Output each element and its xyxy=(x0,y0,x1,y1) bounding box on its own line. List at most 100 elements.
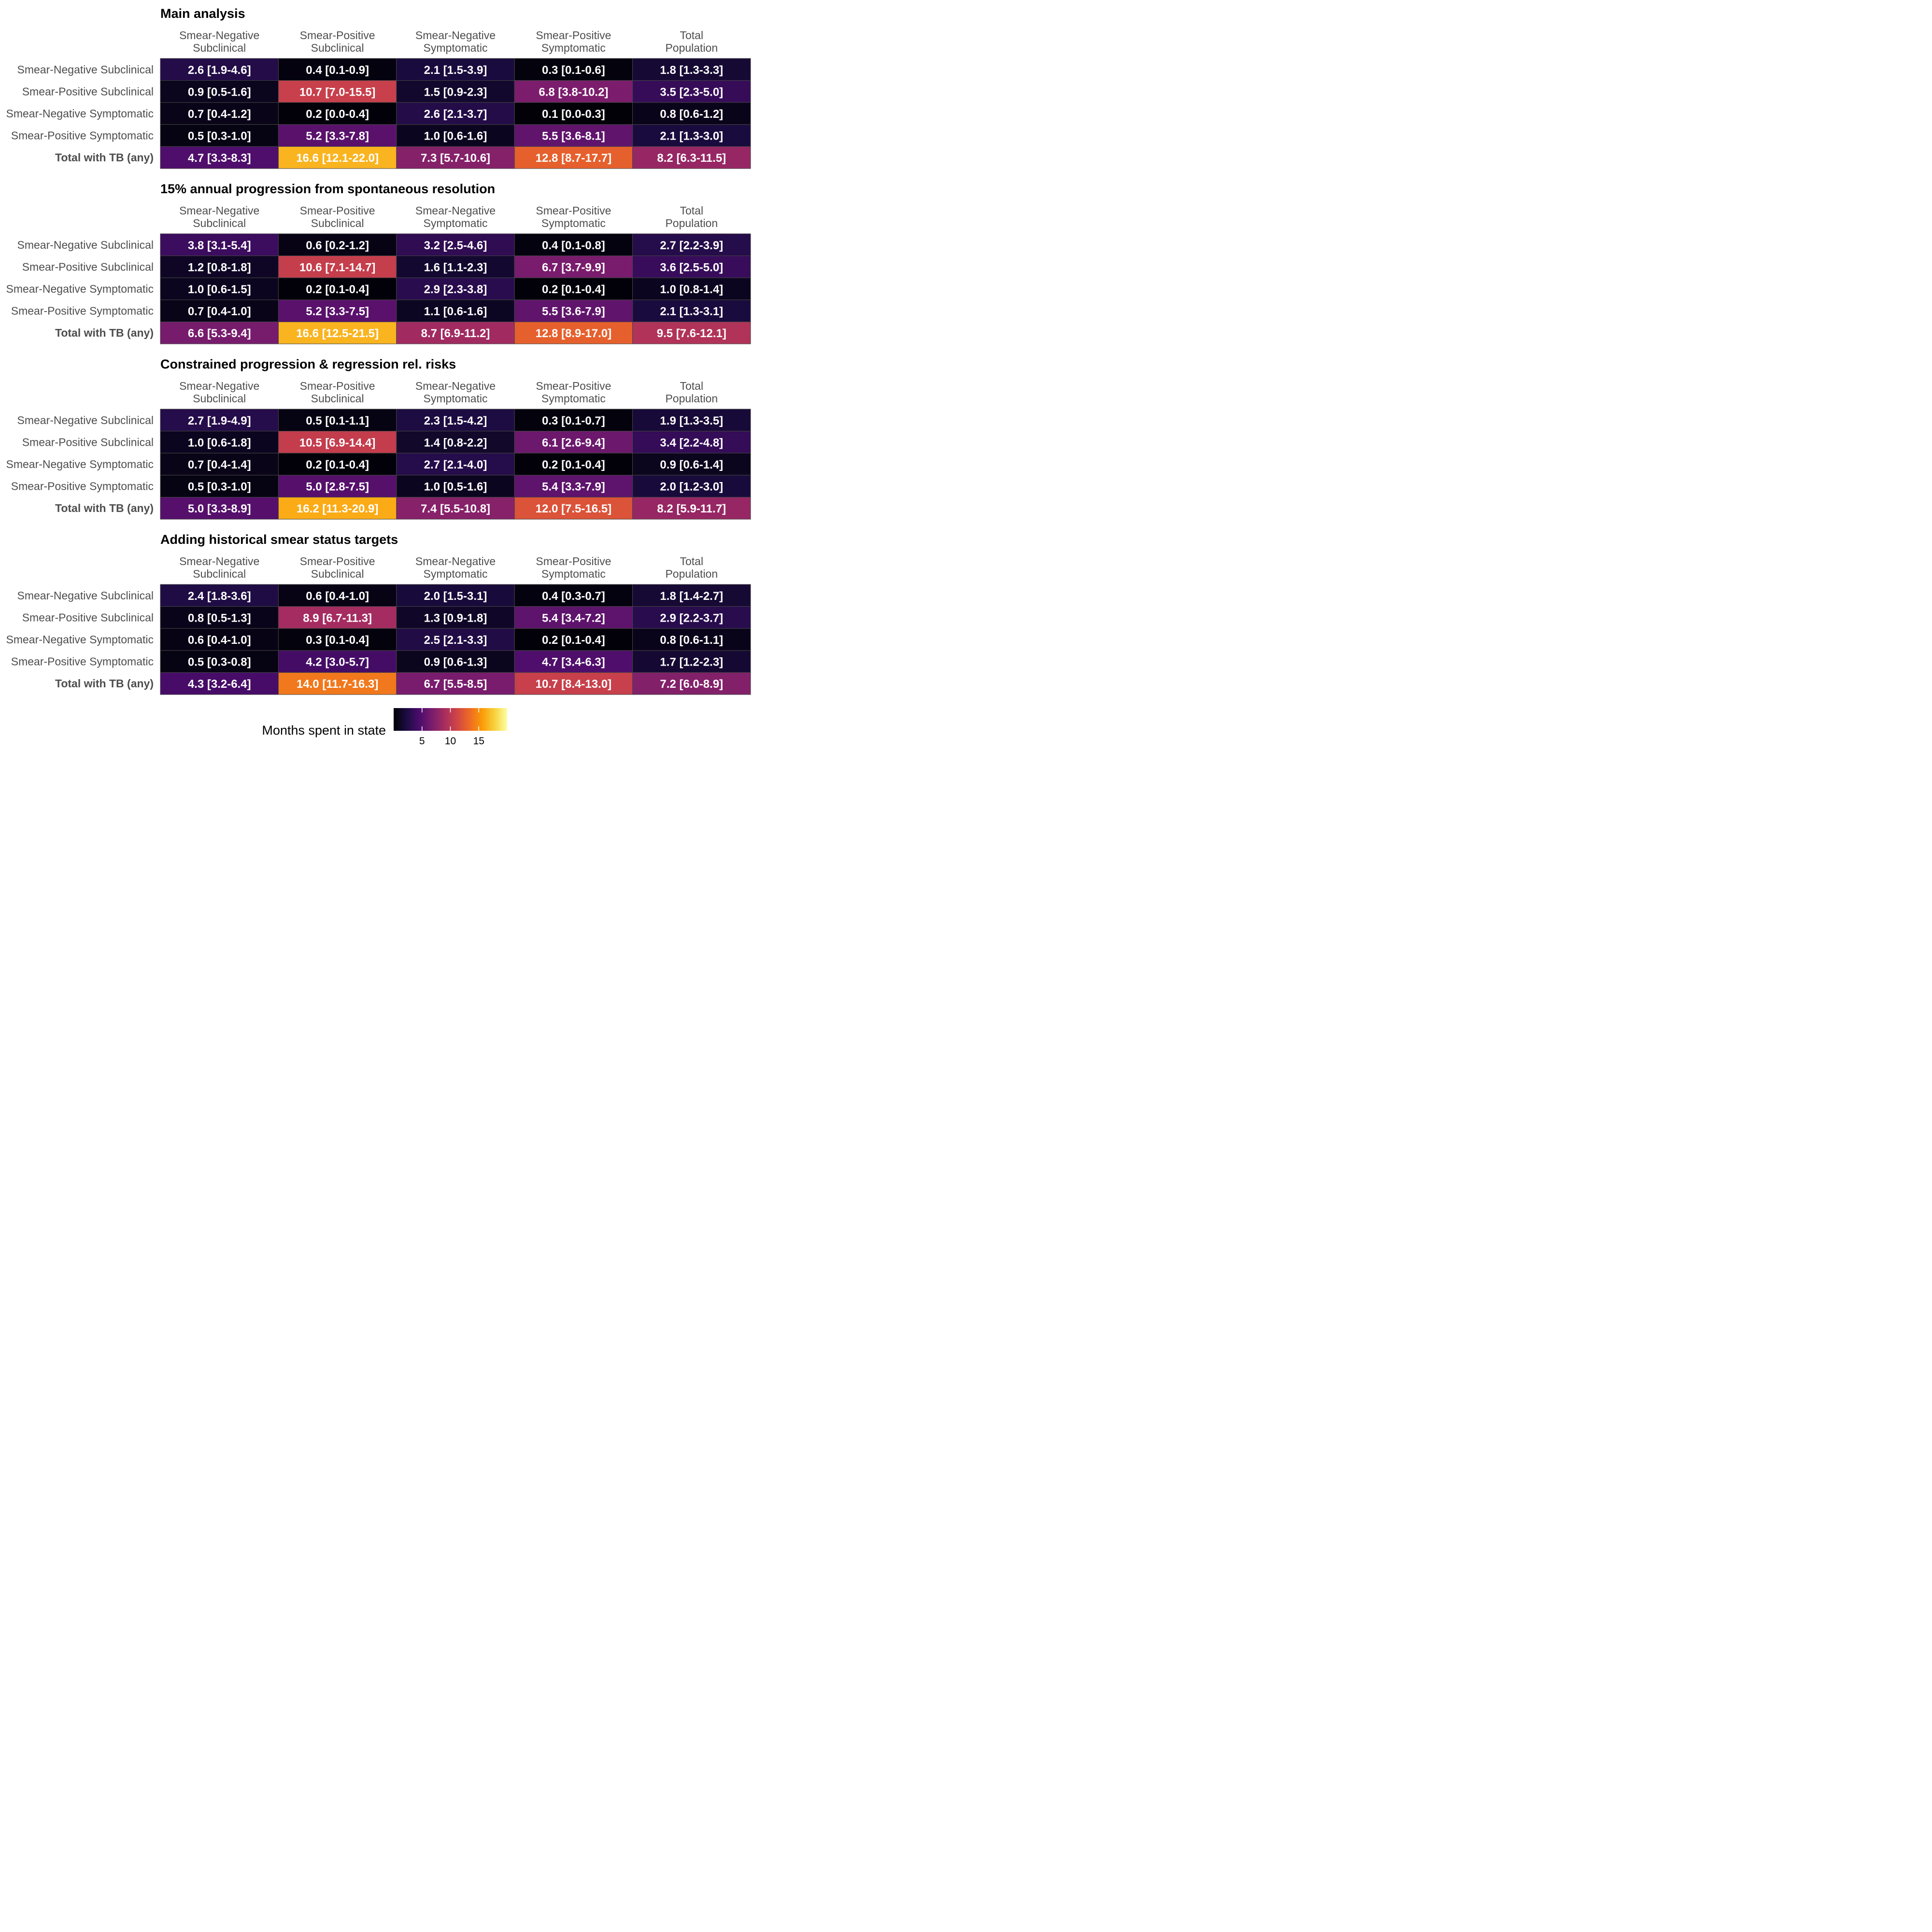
heatmap-cell xyxy=(632,497,751,520)
heatmap-cell xyxy=(514,606,633,629)
heatmap-cell xyxy=(278,146,397,169)
column-label: Smear-Positive xyxy=(300,29,375,42)
column-label: Smear-Positive xyxy=(536,29,611,42)
cell-value-label: 1.0 [0.6-1.5] xyxy=(188,283,251,296)
cell-value-label: 2.4 [1.8-3.6] xyxy=(188,590,251,603)
heatmap-cell xyxy=(632,256,751,278)
row-label: Smear-Positive Subclinical xyxy=(22,436,154,448)
cell-value-label: 0.7 [0.4-1.4] xyxy=(188,458,251,471)
heatmap-cell xyxy=(396,628,515,651)
cell-value-label: 0.4 [0.1-0.8] xyxy=(542,239,605,252)
heatmap-cell xyxy=(278,102,397,125)
cell-value-label: 0.2 [0.1-0.4] xyxy=(306,458,369,471)
cell-value-label: 7.3 [5.7-10.6] xyxy=(421,152,490,165)
cell-value-label: 8.7 [6.9-11.2] xyxy=(421,327,490,340)
row-label: Total with TB (any) xyxy=(55,502,154,514)
heatmap-cell xyxy=(160,672,279,695)
cell-value-label: 12.8 [8.7-17.7] xyxy=(536,152,611,165)
column-label: Subclinical xyxy=(193,217,246,229)
heatmap-cell xyxy=(396,475,515,497)
cell-value-label: 14.0 [11.7-16.3] xyxy=(297,678,378,691)
heatmap-cell xyxy=(632,672,751,695)
heatmap-cell xyxy=(514,584,633,607)
panel: Main analysisSmear-NegativeSubclinicalSm… xyxy=(6,6,751,169)
heatmap-cell xyxy=(514,58,633,81)
cell-value-label: 5.4 [3.3-7.9] xyxy=(542,481,605,494)
heatmap-cell xyxy=(160,497,279,520)
heatmap-cell xyxy=(514,672,633,695)
heatmap-cell xyxy=(632,233,751,256)
cell-value-label: 0.2 [0.0-0.4] xyxy=(306,108,369,121)
heatmap-cell xyxy=(278,650,397,673)
heatmap-cell xyxy=(278,475,397,497)
heatmap-cell xyxy=(278,672,397,695)
row-label: Smear-Negative Subclinical xyxy=(17,589,154,602)
column-label: Smear-Negative xyxy=(415,204,496,217)
heatmap-cell xyxy=(396,233,515,256)
column-label: Smear-Positive xyxy=(300,380,375,392)
heatmap-cell xyxy=(160,584,279,607)
heatmap-cell xyxy=(632,321,751,344)
cell-value-label: 0.2 [0.1-0.4] xyxy=(542,283,605,296)
cell-value-label: 5.2 [3.3-7.5] xyxy=(306,305,369,318)
cell-value-label: 10.6 [7.1-14.7] xyxy=(299,261,375,274)
cell-value-label: 4.7 [3.4-6.3] xyxy=(542,656,605,669)
cell-value-label: 1.3 [0.9-1.8] xyxy=(424,611,487,625)
cell-value-label: 1.1 [0.6-1.6] xyxy=(424,305,487,318)
cell-value-label: 0.9 [0.6-1.3] xyxy=(424,656,487,669)
cell-value-label: 4.3 [3.2-6.4] xyxy=(188,678,251,691)
cell-value-label: 6.6 [5.3-9.4] xyxy=(188,327,251,340)
column-label: Smear-Positive xyxy=(536,204,611,217)
cell-value-label: 2.6 [2.1-3.7] xyxy=(424,108,487,121)
cell-value-label: 1.8 [1.3-3.3] xyxy=(660,64,723,77)
heatmap-cell xyxy=(278,124,397,147)
cell-value-label: 0.2 [0.1-0.4] xyxy=(306,283,369,296)
heatmap-cell xyxy=(160,453,279,476)
row-label: Smear-Positive Symptomatic xyxy=(11,129,154,142)
cell-value-label: 7.4 [5.5-10.8] xyxy=(421,502,490,515)
cell-value-label: 0.3 [0.1-0.4] xyxy=(306,634,369,647)
row-label: Smear-Positive Symptomatic xyxy=(11,305,154,317)
panel-title: Adding historical smear status targets xyxy=(160,532,398,547)
column-label: Population xyxy=(665,568,718,580)
cell-value-label: 3.4 [2.2-4.8] xyxy=(660,436,723,449)
heatmap-cell xyxy=(632,584,751,607)
cell-value-label: 2.9 [2.3-3.8] xyxy=(424,283,487,296)
cell-value-label: 0.2 [0.1-0.4] xyxy=(542,634,605,647)
cell-value-label: 2.1 [1.5-3.9] xyxy=(424,64,487,77)
row-label: Smear-Negative Symptomatic xyxy=(6,107,154,120)
cell-value-label: 6.8 [3.8-10.2] xyxy=(539,85,608,99)
cell-value-label: 6.1 [2.6-9.4] xyxy=(542,436,605,449)
cell-value-label: 2.9 [2.2-3.7] xyxy=(660,611,723,625)
legend-tick-label: 5 xyxy=(419,736,425,747)
cell-value-label: 0.4 [0.3-0.7] xyxy=(542,590,605,603)
column-label: Subclinical xyxy=(311,42,364,54)
heatmap-cell xyxy=(632,58,751,81)
column-label: Smear-Negative xyxy=(179,555,259,568)
column-label: Population xyxy=(665,392,718,405)
cell-value-label: 1.9 [1.3-3.5] xyxy=(660,414,723,427)
heatmap-cell xyxy=(160,58,279,81)
cell-value-label: 16.6 [12.5-21.5] xyxy=(296,327,379,340)
heatmap-cell xyxy=(514,409,633,432)
panel-title: Constrained progression & regression rel… xyxy=(160,357,456,371)
cell-value-label: 0.5 [0.3-0.8] xyxy=(188,656,251,669)
column-label: Smear-Negative xyxy=(415,555,496,568)
heatmap-cell xyxy=(160,146,279,169)
heatmap-cell xyxy=(160,650,279,673)
cell-value-label: 1.8 [1.4-2.7] xyxy=(660,590,723,603)
heatmap-cell xyxy=(396,124,515,147)
heatmap-cell xyxy=(632,628,751,651)
cell-value-label: 2.1 [1.3-3.0] xyxy=(660,130,723,143)
cell-value-label: 1.0 [0.6-1.8] xyxy=(188,436,251,449)
cell-value-label: 5.4 [3.4-7.2] xyxy=(542,611,605,625)
cell-value-label: 8.9 [6.7-11.3] xyxy=(303,611,372,625)
cell-value-label: 10.7 [7.0-15.5] xyxy=(299,85,375,99)
cell-value-label: 0.4 [0.1-0.9] xyxy=(306,64,369,77)
column-label: Smear-Positive xyxy=(300,204,375,217)
column-label: Total xyxy=(680,380,704,392)
column-label: Smear-Negative xyxy=(415,29,496,42)
heatmap-cell xyxy=(514,124,633,147)
cell-value-label: 16.2 [11.3-20.9] xyxy=(297,502,378,515)
heatmap-cell xyxy=(632,80,751,103)
